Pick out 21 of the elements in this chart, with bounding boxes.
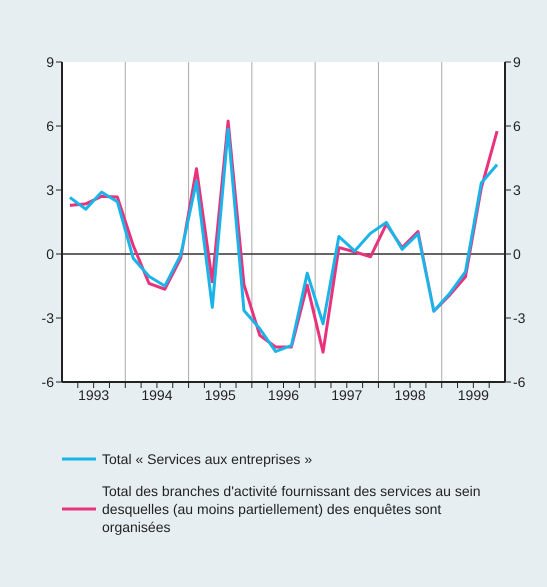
x-tick-label: 1995 (204, 386, 236, 403)
y2-tick-label: 6 (513, 118, 521, 134)
x-tick-label: 1994 (141, 386, 173, 403)
y-tick-label: -6 (42, 374, 54, 390)
x-tick-label: 1999 (458, 386, 490, 403)
y-tick-label: 6 (46, 118, 54, 134)
legend-label: Total des branches d'activité fournissant des services au sein desquelles (au moins partiellement) des enquêtes sont organisées (102, 482, 482, 536)
x-tick-label: 1997 (331, 386, 363, 403)
y2-tick-label: 9 (513, 54, 521, 70)
legend-label: Total « Services aux entreprises » (102, 450, 312, 468)
y-tick-label: 3 (46, 182, 54, 198)
y-tick-label: -3 (42, 310, 54, 326)
y2-tick-label: -6 (513, 374, 526, 390)
y-tick-label: 0 (46, 246, 54, 262)
x-tick-label: 1998 (394, 386, 426, 403)
y2-tick-label: 0 (513, 246, 521, 262)
x-tick-label: 1996 (268, 386, 300, 403)
y-tick-label: 9 (46, 54, 54, 70)
y2-tick-label: 3 (513, 182, 521, 198)
y2-tick-label: -3 (513, 310, 526, 326)
x-tick-label: 1993 (78, 386, 110, 403)
